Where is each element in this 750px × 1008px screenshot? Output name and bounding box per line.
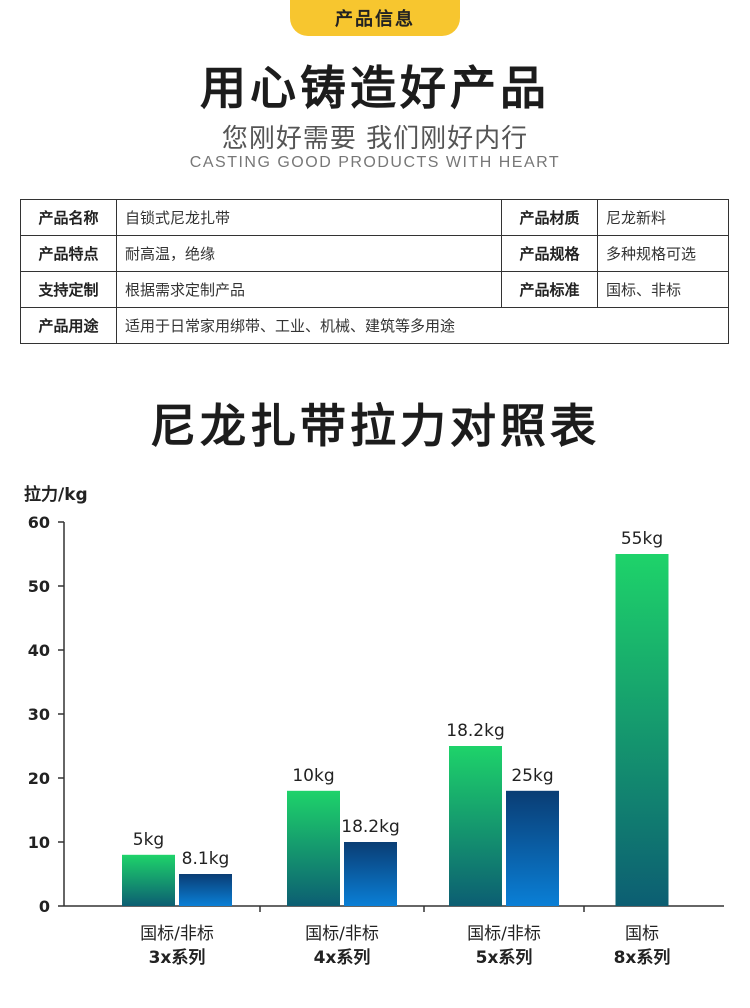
y-tick-label: 20 — [28, 769, 50, 788]
bar-green — [122, 854, 175, 906]
y-tick-label: 0 — [39, 897, 50, 916]
table-row: 支持定制 根据需求定制产品 产品标准 国标、非标 — [20, 271, 729, 308]
info-value: 耐高温，绝缘 — [116, 235, 502, 272]
info-key: 产品用途 — [20, 307, 117, 344]
y-tick-label: 30 — [28, 705, 50, 724]
info-value: 根据需求定制产品 — [116, 271, 502, 308]
bar-value-label: 18.2kg — [446, 721, 505, 741]
section-badge: 产品信息 — [290, 0, 460, 36]
info-value: 适用于日常家用绑带、工业、机械、建筑等多用途 — [116, 307, 729, 344]
x-category-label: 国标/非标 — [140, 924, 214, 944]
info-value: 多种规格可选 — [597, 235, 729, 272]
table-row: 产品用途 适用于日常家用绑带、工业、机械、建筑等多用途 — [20, 307, 729, 344]
info-key: 产品材质 — [501, 199, 598, 236]
bar-value-label: 55kg — [621, 529, 663, 549]
subtitle-cn: 您刚好需要 我们刚好内行 — [221, 124, 529, 154]
bar-value-label: 25kg — [511, 766, 553, 786]
bar-value-label: 8.1kg — [182, 849, 230, 869]
info-key: 产品规格 — [501, 235, 598, 272]
info-key: 产品特点 — [20, 235, 117, 272]
chart-title: 尼龙扎带拉力对照表 — [150, 399, 600, 453]
info-key: 产品标准 — [501, 271, 598, 308]
product-info-table: 产品名称 自锁式尼龙扎带 产品材质 尼龙新料 产品特点 耐高温，绝缘 产品规格 … — [20, 199, 729, 344]
info-key: 支持定制 — [20, 271, 117, 308]
x-category-label: 国标 — [625, 924, 659, 944]
x-category-label: 国标/非标 — [467, 924, 541, 944]
table-row: 产品名称 自锁式尼龙扎带 产品材质 尼龙新料 — [20, 199, 729, 236]
info-value: 自锁式尼龙扎带 — [116, 199, 502, 236]
y-tick-label: 50 — [28, 577, 50, 596]
y-axis-label: 拉力/kg — [24, 484, 88, 505]
table-row: 产品特点 耐高温，绝缘 产品规格 多种规格可选 — [20, 235, 729, 272]
bar-value-label: 18.2kg — [341, 817, 400, 837]
x-series-label: 8x系列 — [614, 947, 671, 968]
y-tick-label: 40 — [28, 641, 50, 660]
tension-bar-chart: 拉力/kg 0 10 20 30 40 50 60 5kg 8.1kg 国标/非标 3x系列 10k… — [24, 484, 724, 968]
bar-value-label: 10kg — [292, 766, 334, 786]
bar-green — [449, 746, 502, 906]
x-series-label: 4x系列 — [314, 947, 371, 968]
subtitle-en: CASTING GOOD PRODUCTS WITH HEART — [189, 154, 561, 171]
bar-blue — [179, 874, 232, 906]
bar-green — [615, 554, 669, 906]
headline: 用心铸造好产品 — [200, 61, 550, 115]
x-series-label: 3x系列 — [149, 947, 206, 968]
info-value: 国标、非标 — [597, 271, 729, 308]
bar-blue — [506, 790, 559, 906]
info-value: 尼龙新料 — [597, 199, 729, 236]
bar-value-label: 5kg — [133, 830, 164, 850]
x-series-label: 5x系列 — [476, 947, 533, 968]
bar-green — [287, 790, 340, 906]
x-category-label: 国标/非标 — [305, 924, 379, 944]
bar-blue — [344, 842, 397, 906]
y-tick-label: 10 — [28, 833, 50, 852]
y-tick-label: 60 — [28, 513, 50, 532]
info-key: 产品名称 — [20, 199, 117, 236]
